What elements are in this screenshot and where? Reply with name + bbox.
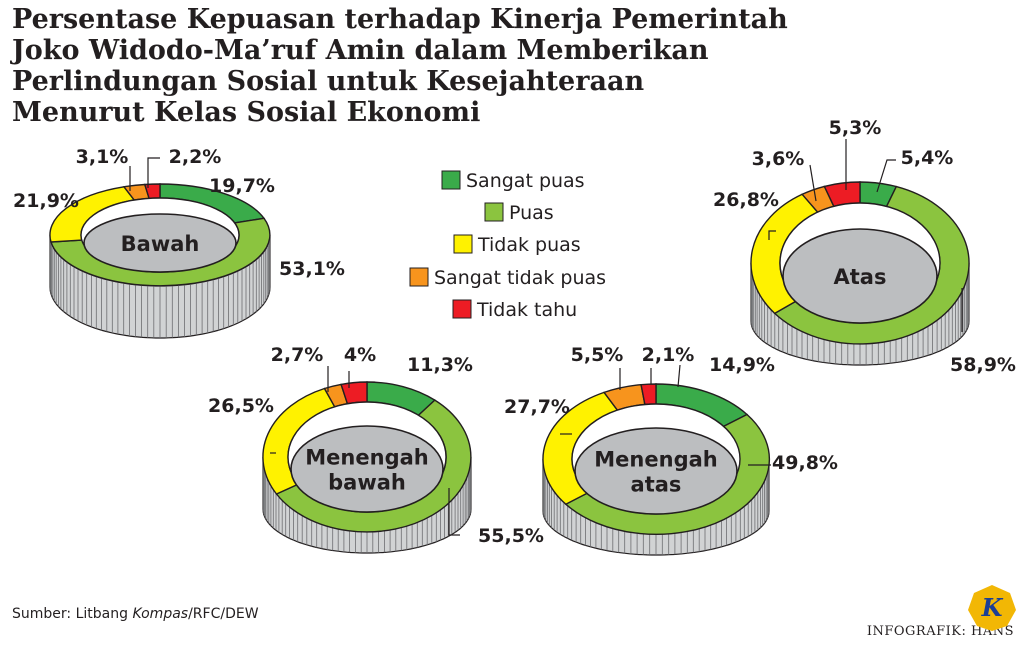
value-label-tidak-tahu: 2,1% — [642, 344, 695, 366]
value-label-sangat-tidak-puas: 3,1% — [76, 146, 129, 168]
chart-center-label: atas — [631, 473, 682, 497]
donut-chart-1: Bawah 19,7% 53,1% 21,9% 3,1% 2,2% — [13, 146, 345, 339]
value-label-tidak-tahu: 4% — [344, 344, 376, 366]
legend-label-5: Tidak tahu — [476, 299, 577, 321]
center-disc — [290, 425, 444, 513]
value-label-tidak-puas: 27,7% — [504, 396, 570, 418]
source-italic: Kompas — [132, 606, 189, 622]
title-line-2: Joko Widodo-Ma’ruf Amin dalam Memberikan — [12, 35, 709, 66]
chart-center-label: Menengah — [305, 446, 428, 470]
chart-title: Persentase Kepuasan terhadap Kinerja Pem… — [12, 4, 788, 128]
logo-badge-shape — [968, 585, 1016, 631]
legend-label-2: Puas — [509, 202, 554, 224]
kompas-logo: K — [968, 585, 1016, 631]
leader-line — [768, 230, 776, 240]
value-label-puas: 55,5% — [478, 525, 544, 547]
source-note: Sumber: Litbang Kompas/RFC/DEW — [12, 606, 259, 622]
legend-swatch-3 — [453, 234, 473, 254]
center-disc — [574, 427, 738, 515]
title-line-1: Persentase Kepuasan terhadap Kinerja Pem… — [12, 4, 788, 35]
legend-swatch-2 — [484, 202, 504, 222]
chart-center-label: Atas — [834, 265, 887, 289]
chart-center-label: Menengah — [594, 448, 717, 472]
value-label-tidak-tahu: 5,3% — [829, 117, 882, 139]
value-label-sangat-puas: 14,9% — [709, 354, 775, 376]
leader-line — [809, 164, 817, 202]
legend-swatch-1 — [441, 170, 461, 190]
value-label-tidak-puas: 21,9% — [13, 190, 79, 212]
donut-chart-2: Atas 5,4% 58,9% 26,8% 3,6% 5,3% — [713, 117, 1016, 376]
value-label-sangat-tidak-puas: 3,6% — [752, 148, 805, 170]
chart-center-label: Bawah — [121, 232, 200, 256]
infographic-credit: INFOGRAFIK: HANS — [866, 624, 1014, 639]
value-label-sangat-tidak-puas: 5,5% — [571, 344, 624, 366]
leader-line — [147, 157, 160, 188]
chart-center-label: bawah — [328, 471, 406, 495]
title-line-3: Perlindungan Sosial untuk Kesejahteraan — [12, 66, 645, 97]
value-label-tidak-puas: 26,8% — [713, 189, 779, 211]
legend-swatch-4 — [409, 267, 429, 287]
value-label-sangat-puas: 5,4% — [901, 147, 954, 169]
title-line-4: Menurut Kelas Sosial Ekonomi — [12, 97, 481, 128]
value-label-sangat-puas: 19,7% — [209, 175, 275, 197]
leader-line — [677, 364, 681, 388]
value-label-puas: 58,9% — [950, 354, 1016, 376]
value-label-sangat-puas: 11,3% — [407, 354, 473, 376]
legend-label-4: Sangat tidak puas — [434, 267, 606, 289]
legend-label-1: Sangat puas — [466, 170, 585, 192]
source-suffix: /RFC/DEW — [188, 606, 259, 622]
legend-label-3: Tidak puas — [477, 234, 581, 256]
center-disc — [83, 213, 237, 273]
legend-swatch-5 — [452, 299, 472, 319]
center-disc — [782, 228, 938, 324]
value-label-puas: 53,1% — [279, 258, 345, 280]
value-label-tidak-tahu: 2,2% — [169, 146, 222, 168]
leader-line — [448, 488, 460, 536]
donut-side-ribs — [49, 237, 271, 338]
value-label-tidak-puas: 26,5% — [208, 395, 274, 417]
source-prefix: Sumber: Litbang — [12, 606, 133, 622]
value-label-sangat-tidak-puas: 2,7% — [271, 344, 324, 366]
leader-line — [876, 159, 896, 193]
value-label-puas: 49,8% — [772, 452, 838, 474]
logo-letter: K — [981, 593, 1004, 622]
